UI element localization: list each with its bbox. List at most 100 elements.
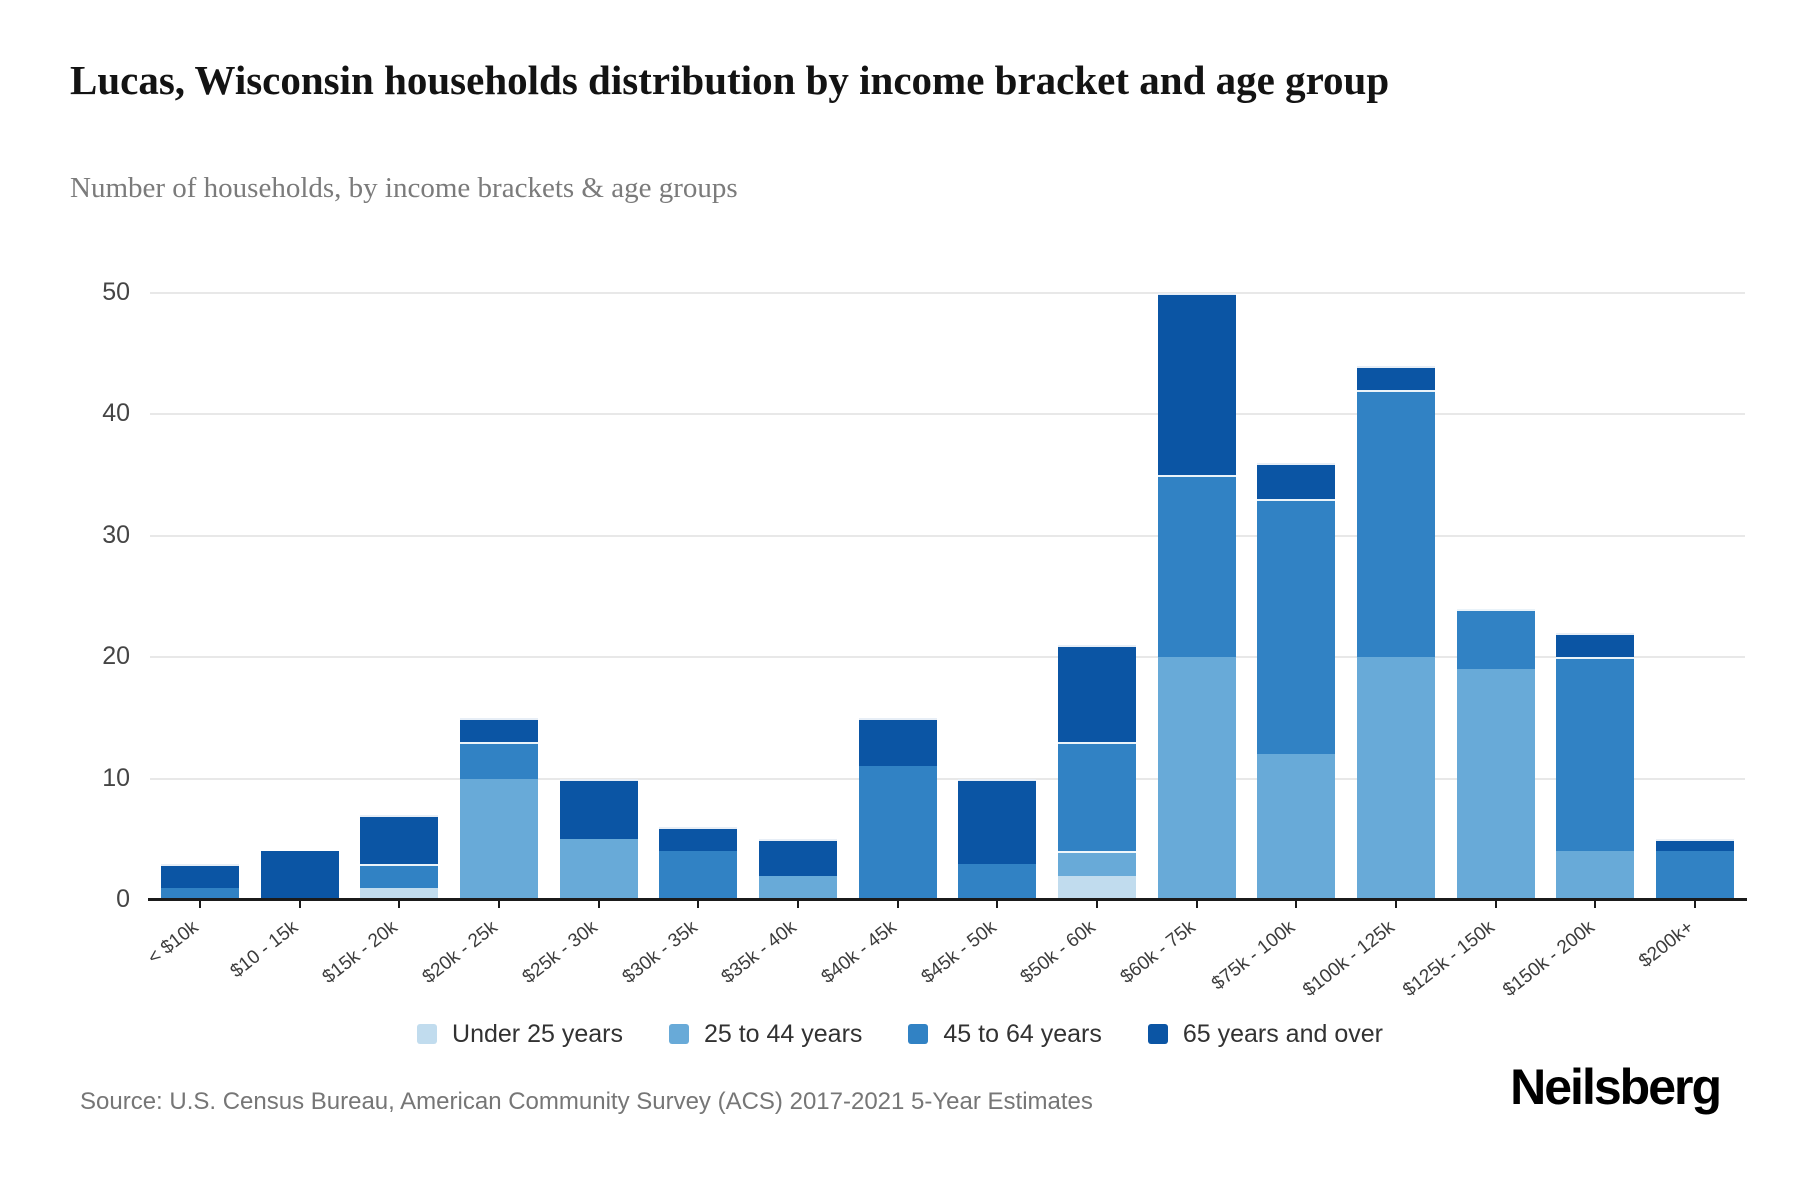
x-axis-tick [198, 901, 201, 908]
bar-segment [160, 863, 239, 888]
y-axis-tick-label: 10 [102, 763, 130, 792]
x-axis-tick-label-text: $35k - 40k [717, 916, 801, 988]
x-axis-tick-label-text: $150k - 200k [1498, 916, 1599, 1001]
x-axis-tick [497, 901, 500, 908]
x-axis-tick [1096, 901, 1099, 908]
y-axis-tick-label: 40 [102, 399, 130, 428]
bar-segment [1058, 851, 1137, 876]
bar-segment [1257, 754, 1336, 900]
y-axis-tick-label: 20 [102, 642, 130, 671]
x-axis-tick [1395, 901, 1398, 908]
bar-segment [459, 717, 538, 743]
bar-segment [1157, 657, 1236, 900]
x-axis-tick-label-text: $75k - 100k [1208, 916, 1300, 995]
chart-title: Lucas, Wisconsin households distribution… [70, 57, 1390, 103]
bar-segment [1456, 608, 1535, 670]
bar-segment [758, 875, 837, 900]
x-axis-tick [1195, 901, 1198, 908]
bar-segment [1656, 839, 1735, 852]
x-axis-line [148, 898, 1747, 901]
bar-segment [1357, 657, 1436, 900]
y-axis-tick-label: 50 [102, 278, 130, 306]
bar-segment [958, 863, 1037, 900]
legend-item: 25 to 44 years [668, 1019, 863, 1049]
bar-segment [559, 839, 638, 900]
x-axis-tick-label-text: $25k - 30k [518, 916, 602, 988]
legend-swatch [1147, 1024, 1168, 1044]
legend-swatch [668, 1024, 689, 1044]
bar-segment [1257, 499, 1336, 755]
chart-subtitle: Number of households, by income brackets… [70, 172, 738, 204]
bar-segment [1257, 462, 1336, 500]
brand-logo: Neilsberg [1510, 1059, 1722, 1115]
gridline-30 [150, 534, 1745, 537]
bar-segment [1357, 365, 1436, 391]
x-axis-tick-label-text: $15k - 20k [319, 916, 403, 988]
gridline-50 [150, 292, 1745, 294]
x-axis-tick-label-text: $125k - 150k [1399, 916, 1499, 1001]
bar-segment [1456, 669, 1535, 900]
bar-segment [1157, 475, 1236, 658]
y-axis-tick-label: 0 [116, 885, 130, 913]
bar-segment [360, 815, 439, 864]
x-axis-tick [1494, 901, 1497, 908]
legend-item: Under 25 years [417, 1020, 623, 1049]
chart-legend: Under 25 years 25 to 44 years 45 to 64 yea… [0, 1012, 1800, 1056]
bar-segment [758, 839, 837, 876]
x-axis-tick [597, 901, 600, 908]
bar-segment [360, 887, 439, 900]
x-axis-tick-label-text: $10 - 15k [226, 916, 303, 983]
x-axis-tick-label-text: $40k - 45k [817, 916, 901, 988]
legend-label: 65 years and over [1182, 1019, 1383, 1048]
gridline-40 [150, 413, 1745, 416]
bar-segment [1058, 645, 1137, 743]
bar-segment [1058, 875, 1137, 900]
legend-swatch [908, 1024, 929, 1044]
bar-segment [360, 863, 439, 888]
x-axis-tick [398, 901, 401, 908]
bar-segment [858, 766, 937, 900]
x-axis-tick-label-text: $200k+ [1635, 916, 1698, 973]
bar-segment [659, 851, 738, 900]
legend-label: 45 to 64 years [943, 1019, 1102, 1048]
gridline-20 [150, 656, 1745, 659]
x-axis-tick [1694, 901, 1697, 908]
bar-segment [1157, 293, 1236, 476]
x-axis-tick [298, 901, 301, 908]
x-axis-tick-label-text: $30k - 35k [618, 916, 702, 988]
bar-segment [260, 851, 339, 900]
x-axis-tick [1295, 901, 1298, 908]
bar-segment [1058, 742, 1137, 852]
bar-segment [1556, 851, 1635, 900]
legend-swatch [417, 1024, 438, 1044]
x-axis-tick-label-text: $100k - 125k [1299, 916, 1399, 1001]
legend-item: 65 years and over [1147, 1019, 1383, 1049]
x-axis-tick-label-text: < $10k [144, 916, 203, 969]
x-axis-tick [896, 901, 899, 908]
bar-segment [1556, 657, 1635, 852]
x-axis-tick-label-text: $50k - 60k [1016, 916, 1100, 988]
bar-segment [559, 778, 638, 840]
gridline-10 [150, 777, 1745, 780]
bar-segment [1556, 632, 1635, 658]
legend-label: Under 25 years [452, 1019, 623, 1048]
bar-segment [659, 827, 738, 852]
legend-label: 25 to 44 years [703, 1019, 863, 1048]
bar-segment [160, 887, 239, 900]
bar-segment [459, 742, 538, 779]
x-axis-tick-label-text: $45k - 50k [917, 916, 1001, 988]
x-axis-tick [697, 901, 700, 908]
bar-segment [1357, 390, 1436, 658]
x-axis-tick-label-text: $20k - 25k [418, 916, 502, 988]
bar-segment [459, 778, 538, 900]
x-axis-tick-label-text: $60k - 75k [1116, 916, 1200, 988]
x-axis-tick [796, 901, 799, 908]
x-axis-tick [1594, 901, 1597, 908]
source-text: Source: U.S. Census Bureau, American Com… [80, 1088, 1093, 1115]
legend-item: 45 to 64 years [908, 1019, 1102, 1049]
bar-segment [1656, 851, 1735, 900]
bar-segment [858, 717, 937, 767]
bar-segment [958, 778, 1037, 864]
y-axis-tick-label: 30 [102, 520, 130, 549]
x-axis-tick [996, 901, 999, 908]
